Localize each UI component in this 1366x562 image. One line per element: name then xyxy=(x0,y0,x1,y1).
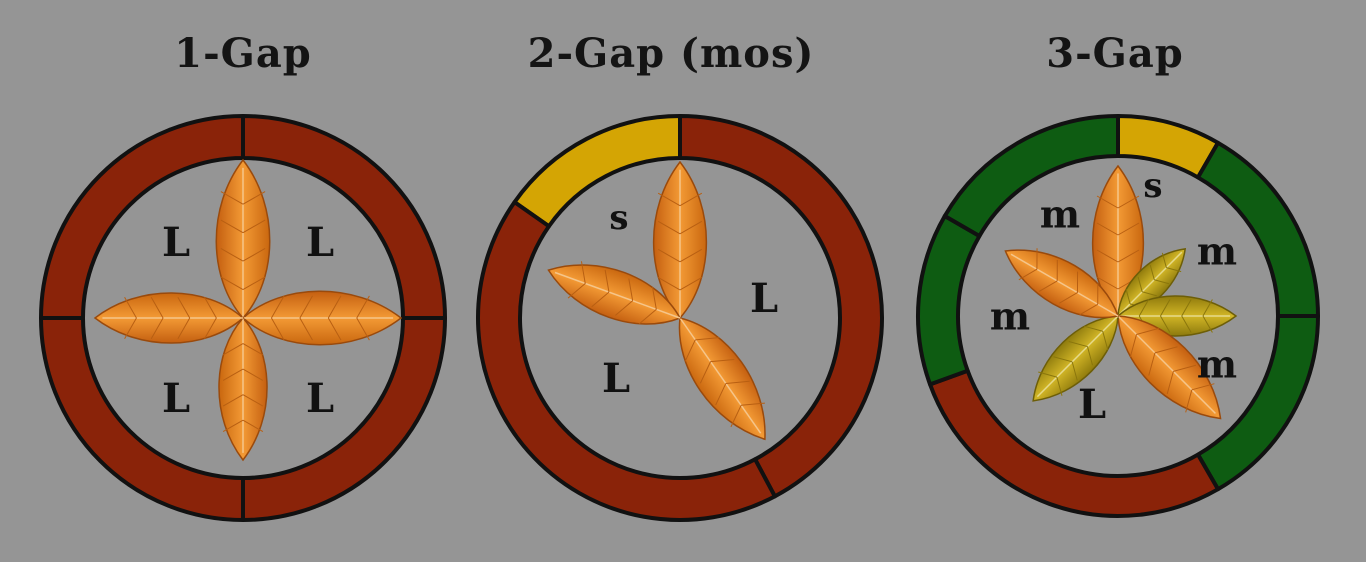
segment-label-L: L xyxy=(306,219,334,266)
ring-panel-1: L L L L xyxy=(39,114,447,522)
ring-panel-2: s L L xyxy=(476,114,884,522)
leaf-orange xyxy=(678,317,766,441)
leaf-orange xyxy=(215,158,271,320)
leaf-orange xyxy=(93,292,245,344)
segment-label-m: m xyxy=(1197,229,1237,274)
ring-segment-large xyxy=(476,200,777,522)
segment-label-L: L xyxy=(162,219,190,266)
segment-label-L: L xyxy=(1078,381,1106,428)
ring-segment-medium xyxy=(942,114,1120,238)
ring-segment-large xyxy=(678,114,884,499)
segment-label-L: L xyxy=(602,355,630,402)
segment-label-m: m xyxy=(1197,342,1237,387)
leaf-orange xyxy=(241,290,403,346)
panel-title-1-gap: 1-Gap xyxy=(174,30,312,77)
segment-label-s: s xyxy=(1143,166,1162,206)
ring-segment-large xyxy=(241,316,447,522)
ring-segment-small xyxy=(512,114,682,229)
ring-segment-medium xyxy=(916,214,982,387)
ring-segment-large xyxy=(39,316,245,522)
leaf-olive xyxy=(1032,315,1119,402)
leaf-orange xyxy=(1117,315,1222,420)
segment-label-L: L xyxy=(162,375,190,422)
leaf-orange xyxy=(1004,248,1119,319)
segment-label-m: m xyxy=(1040,192,1080,237)
segment-label-m: m xyxy=(990,294,1030,339)
segment-label-L: L xyxy=(306,375,334,422)
segment-label-s: s xyxy=(609,198,628,238)
panel-title-2-gap: 2-Gap (mos) xyxy=(527,30,815,77)
panel-title-3-gap: 3-Gap xyxy=(1046,30,1184,77)
segment-label-L: L xyxy=(750,275,778,322)
ring-segment-large xyxy=(39,114,245,320)
leaf-orange xyxy=(547,261,682,325)
leaf-orange xyxy=(652,160,708,320)
ring-segment-large xyxy=(241,114,447,320)
leaf-orange xyxy=(218,316,268,462)
